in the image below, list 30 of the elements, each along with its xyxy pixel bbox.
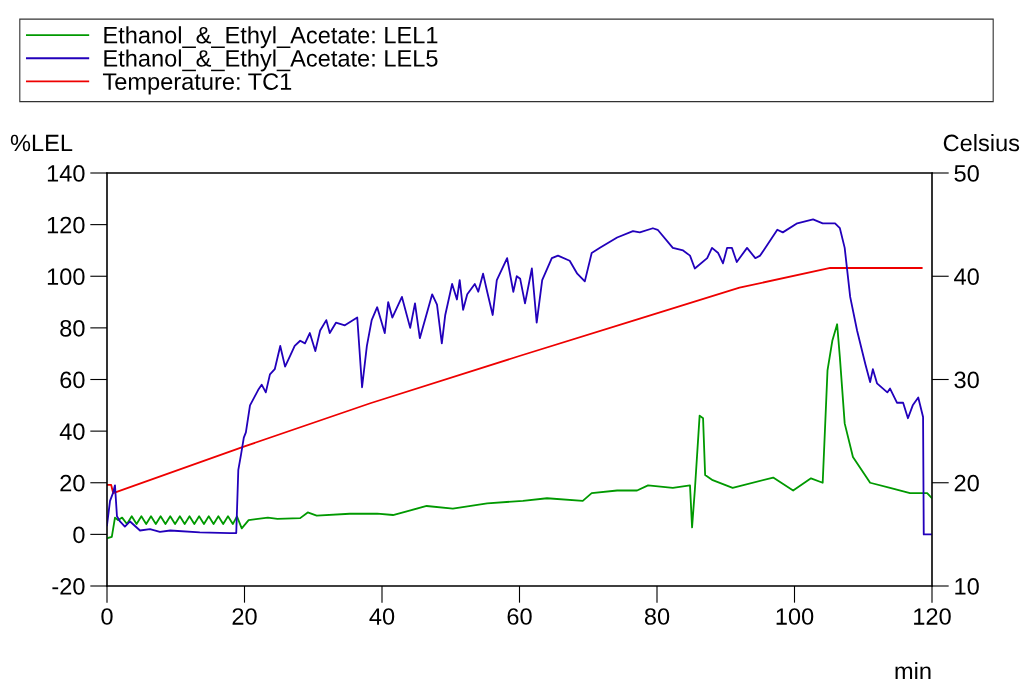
- y-tick-label: 80: [60, 319, 85, 337]
- y2-tick-label: 20: [954, 474, 979, 492]
- y-tick-label: 60: [60, 371, 85, 389]
- y2-axis-title: Celsius: [943, 134, 1020, 152]
- x-tick-label: 80: [644, 608, 670, 625]
- x-axis-title: min: [895, 661, 931, 680]
- y-tick-label: 40: [59, 423, 85, 440]
- line-series: [107, 218, 932, 536]
- x-tick-label: 120: [914, 608, 951, 625]
- y-tick-label: -20: [52, 578, 85, 595]
- x-tick-label: 100: [776, 608, 814, 625]
- legend-label: Temperature: TC1: [102, 73, 292, 95]
- y-tick-label: 20: [60, 474, 85, 492]
- y2-tick-label: 50: [954, 165, 979, 182]
- y-axis-title: %LEL: [10, 134, 73, 152]
- y2-tick-label: 10: [955, 578, 979, 595]
- line-series: [107, 323, 932, 540]
- y2-tick-label: 30: [954, 371, 979, 389]
- x-tick-label: 60: [507, 608, 532, 625]
- y-tick-label: 100: [47, 268, 85, 286]
- x-tick-label: 0: [101, 608, 113, 625]
- x-tick-label: 20: [232, 608, 257, 625]
- y-tick-label: 140: [47, 165, 85, 182]
- legend-label: Ethanol_&_Ethyl_Acetate: LEL1: [104, 26, 438, 49]
- legend-label: Ethanol_&_Ethyl_Acetate: LEL5: [104, 49, 438, 72]
- y-tick-label: 0: [73, 526, 85, 544]
- x-tick-label: 40: [369, 608, 395, 625]
- line-series: [107, 267, 923, 494]
- y2-tick-label: 40: [954, 268, 979, 286]
- y-tick-label: 120: [47, 216, 85, 234]
